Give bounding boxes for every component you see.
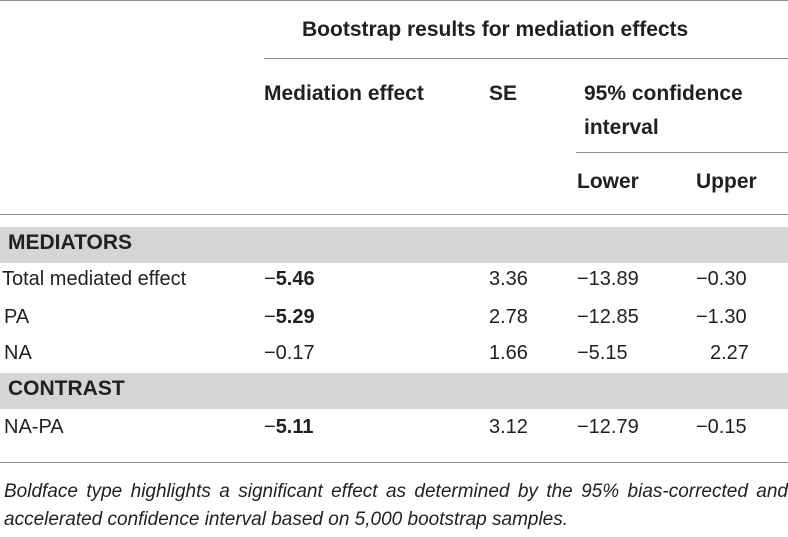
- mediation-effect-value: −5.29: [264, 306, 315, 329]
- effect-sign: −: [264, 306, 276, 328]
- col-header-se: SE: [489, 82, 518, 105]
- col-header-upper: Upper: [696, 170, 757, 193]
- table-bottom-rule: [0, 462, 788, 463]
- se-value: 3.36: [489, 268, 528, 290]
- ci-upper-value: −1.30: [696, 306, 747, 328]
- se-value: 1.66: [489, 342, 528, 364]
- ci-upper-value: −0.30: [696, 268, 747, 290]
- section-label-contrast: CONTRAST: [8, 377, 125, 400]
- table-top-rule: [0, 0, 788, 1]
- col-header-ci-line2: interval: [584, 116, 659, 139]
- ci-lower-value: −13.89: [577, 268, 639, 290]
- table-footnote: Boldface type highlights a significant e…: [4, 481, 788, 530]
- ci-lower-value: −5.15: [577, 342, 628, 364]
- effect-value: 5.46: [275, 268, 315, 290]
- table-caption: Bootstrap results for mediation effects: [302, 18, 689, 41]
- section-label-mediators: MEDIATORS: [8, 231, 133, 254]
- row-label: NA-PA: [4, 416, 64, 438]
- row-label: Total mediated effect: [2, 268, 187, 290]
- col-header-ci: 95% confidence: [584, 82, 743, 105]
- ci-lower-value: −12.79: [577, 416, 639, 438]
- se-value: 3.12: [489, 416, 528, 438]
- effect-value: 5.11: [275, 416, 314, 438]
- mediation-effect-value: −5.46: [264, 268, 315, 291]
- section-band-mediators: [0, 227, 788, 263]
- mediation-effect-value: −0.17: [264, 342, 315, 365]
- header-bottom-rule: [0, 214, 788, 215]
- effect-sign: −: [264, 268, 276, 290]
- ci-lower-value: −12.85: [577, 306, 639, 328]
- ci-upper-value: −0.15: [696, 416, 747, 438]
- col-header-mediation-effect: Mediation effect: [264, 82, 424, 105]
- col-header-lower: Lower: [577, 170, 639, 193]
- ci-upper-value: 2.27: [710, 342, 749, 364]
- row-label: PA: [4, 306, 30, 328]
- mediation-effect-value: −5.11: [264, 416, 314, 439]
- caption-rule: [264, 58, 788, 59]
- effect-value: −0.17: [264, 342, 315, 364]
- se-value: 2.78: [489, 306, 528, 328]
- ci-rule: [576, 152, 788, 153]
- section-band-contrast: [0, 373, 788, 409]
- effect-sign: −: [264, 416, 276, 438]
- row-label: NA: [4, 342, 32, 364]
- effect-value: 5.29: [275, 306, 315, 328]
